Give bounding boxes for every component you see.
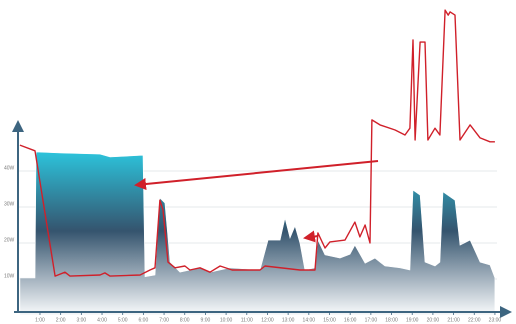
x-tick-label: 14:00 [303,317,316,323]
x-tick-label: 8:00 [180,317,190,323]
y-tick-label: 40W [4,165,15,171]
x-tick-label: 17:00 [365,317,378,323]
x-tick-label: 1:00 [35,317,45,323]
area [19,151,496,316]
annotation-arrow [134,160,379,190]
x-tick-label: 15:00 [323,317,336,323]
x-tick-label: 13:00 [282,317,295,323]
x-tick-label: 5:00 [118,317,128,323]
x-tick-label: 23:00 [489,317,502,323]
y-tick-label: 10W [4,273,15,279]
y-tick-label: 20W [4,237,15,243]
x-tick-label: 22:00 [468,317,481,323]
x-tick-label: 12:00 [261,317,274,323]
x-tick-label: 11:00 [241,317,253,323]
line [19,9,495,277]
x-tick-label: 19:00 [406,317,419,323]
x-tick-label: 10:00 [220,317,233,323]
x-tick-label: 21:00 [447,317,460,323]
x-tick-label: 3:00 [76,317,86,323]
x-tick-label: 2:00 [56,317,66,323]
x-tick-label: 16:00 [344,317,357,323]
x-tick-label: 4:00 [97,317,107,323]
x-tick-label: 6:00 [139,317,149,323]
y-tick-label: 30W [4,201,15,207]
x-tick-label: 20:00 [427,317,440,323]
x-tick-label: 18:00 [385,317,398,323]
x-tick-label: 9:00 [201,317,211,323]
plot [19,9,496,316]
annotation-arrow [303,230,319,243]
x-tick-label: 7:00 [159,317,169,323]
